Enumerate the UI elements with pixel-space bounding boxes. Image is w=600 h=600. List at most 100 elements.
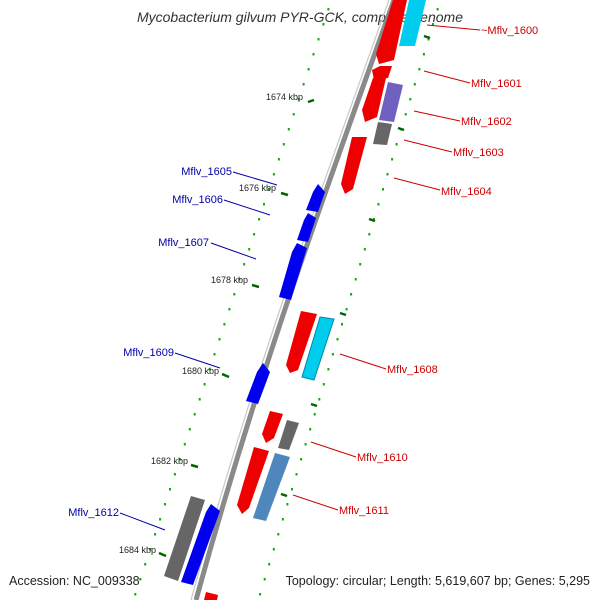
track-dot [203,383,206,386]
gene-feature-cyan-1608[interactable] [301,316,335,381]
track-dot [169,488,171,491]
tick-1678 [251,283,260,289]
track-dot [149,548,152,551]
tick-1684 [158,551,167,558]
track-dot [336,338,339,341]
track-dot [193,413,196,416]
tick-1674 [307,98,315,104]
track-dot [218,338,221,341]
gene-feature-red-top[interactable] [376,0,407,64]
track-dot [213,353,216,356]
scale-label-1676: 1676 kbp [239,183,276,193]
inner-tick-marks [158,98,315,558]
gene-feature-red-1604[interactable] [341,137,367,194]
track-dot [395,143,398,146]
scale-label-1678: 1678 kbp [211,275,248,285]
scale-label-1680: 1680 kbp [182,366,219,376]
track-dot [302,83,305,86]
gene-label-1610[interactable]: Mflv_1610 [357,452,408,464]
gene-label-1612[interactable]: Mflv_1612 [68,507,119,519]
tick-1676 [280,191,289,197]
gene-feature-blue-1607[interactable] [279,243,307,300]
track-dot [368,233,371,236]
gene-label-1605[interactable]: Mflv_1605 [181,166,232,178]
track-dot [327,368,330,371]
track-dot [317,38,320,41]
track-dot [309,428,312,431]
scale-label-1682: 1682 kbp [151,456,188,466]
track-dot [295,473,298,476]
track-dot [300,458,303,461]
track-dot [159,518,162,521]
gene-feature-blue-1606[interactable] [297,213,316,242]
genome-stats-text: Topology: circular; Length: 5,619,607 bp… [285,574,590,588]
gene-feature-red-1601[interactable] [372,66,392,80]
scale-label-1674: 1674 kbp [266,92,303,102]
track-dot [350,293,353,296]
track-dot [268,188,270,191]
dotted-tracks [134,8,439,596]
track-dot [345,308,348,311]
track-dot [327,8,330,11]
gene-feature-red-1611[interactable] [237,447,269,514]
track-dot [178,458,181,461]
gene-feature-purple-1602[interactable] [379,82,403,122]
gene-feature-blue-1609[interactable] [246,363,270,404]
track-dot [409,98,412,101]
gene-feature-red-1608a[interactable] [286,311,317,373]
track-dot [164,503,166,506]
gene-feature-gray-1610[interactable] [278,420,299,450]
track-dot [259,593,262,596]
gene-feature-red-1602[interactable] [362,78,386,122]
track-dot [208,368,211,371]
track-dot [134,593,137,596]
track-dot [268,563,271,566]
accession-text: Accession: NC_009338 [9,574,140,588]
track-dot [272,548,275,551]
gene-label-1607[interactable]: Mflv_1607 [158,237,209,249]
gene-label-1608[interactable]: Mflv_1608 [387,364,438,376]
track-dot [253,233,256,236]
track-dot [404,113,407,116]
gene-feature-gray-1603[interactable] [373,122,392,145]
track-dot [372,218,375,221]
gene-feature-blue-1612[interactable] [181,504,220,585]
gene-feature-gray-1612[interactable] [164,496,205,581]
track-dot [154,533,157,536]
track-dot [263,578,266,581]
gene-label-1602[interactable]: Mflv_1602 [461,116,512,128]
track-dot [341,323,343,326]
gene-label-1604[interactable]: Mflv_1604 [441,186,492,198]
track-dot [436,8,439,11]
track-dot [233,293,236,296]
gene-label-1600[interactable]: ~Mflv_1600 [481,25,538,37]
track-dot [386,173,389,176]
reverse-strand-genes [164,184,325,585]
track-dot [243,263,246,266]
gene-label-1611[interactable]: Mflv_1611 [339,505,389,517]
gene-feature-steel-1611[interactable] [253,453,290,521]
track-dot [223,323,226,326]
track-dot [313,413,316,416]
gene-label-1609[interactable]: Mflv_1609 [123,347,174,359]
track-dot [281,518,284,521]
gene-feature-cyan-top[interactable] [399,0,426,46]
track-dot [282,143,285,146]
track-dot [322,23,325,26]
gene-feature-blue-1605[interactable] [306,184,325,212]
gene-feature-red-1610[interactable] [262,411,283,443]
gene-label-1603[interactable]: Mflv_1603 [453,147,504,159]
track-dot [382,188,384,191]
gene-label-1606[interactable]: Mflv_1606 [172,194,223,206]
track-dot [359,263,362,266]
scale-label-1684: 1684 kbp [119,545,156,555]
tick-1682 [190,463,199,469]
gene-feature-red-bottom[interactable] [204,592,218,600]
track-dot [363,248,366,251]
track-dot [292,113,295,116]
tick-1680 [221,372,230,379]
track-dot [354,278,357,281]
gene-label-1601[interactable]: Mflv_1601 [471,78,522,90]
track-dot [263,203,265,206]
